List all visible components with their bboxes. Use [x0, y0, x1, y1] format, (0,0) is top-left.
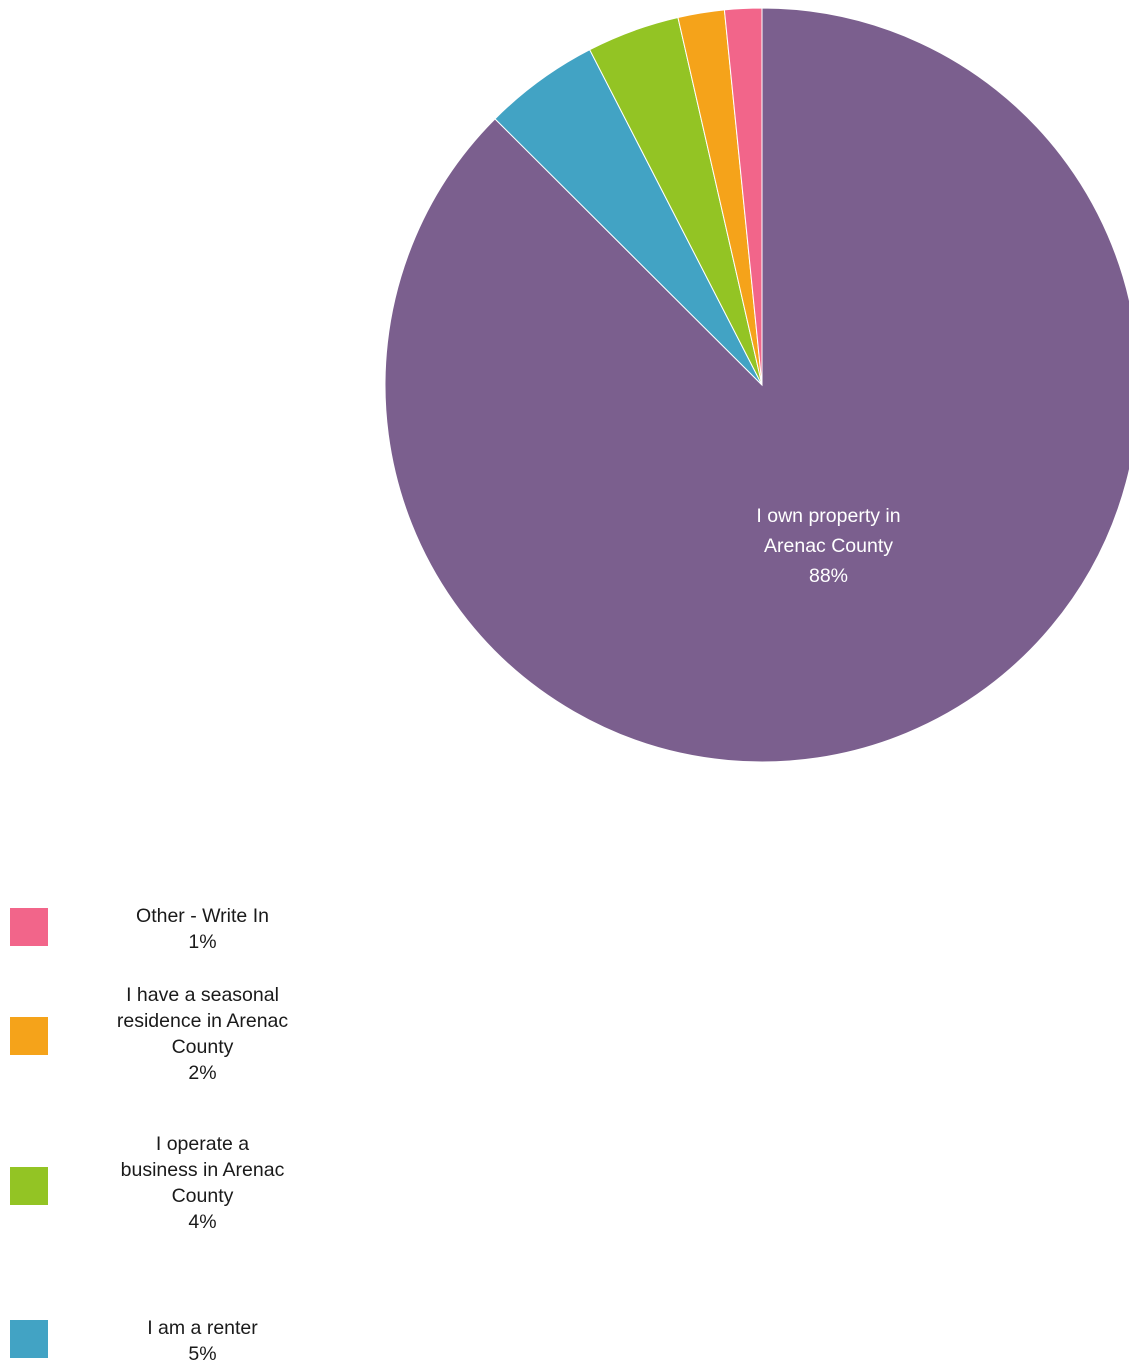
legend-label-i-am-a-renter: I am a renter 5% — [147, 1317, 258, 1365]
legend-swatch-i-have-a-seasonal-residence-in-arenac-county — [10, 1017, 48, 1055]
pie-slices — [384, 7, 1129, 763]
pie-chart: I own property in Arenac County 88% Other … — [10, 7, 1129, 1365]
pie-slice-labels: I own property in Arenac County 88% — [756, 505, 900, 587]
legend-label-i-operate-a-business-in-arenac-county: I operate a business in Arenac County 4% — [120, 1133, 285, 1233]
pie-chart-svg: I own property in Arenac County 88% — [384, 7, 1129, 763]
legend-swatch-i-am-a-renter — [10, 1320, 48, 1358]
pie-slice-label-i-own-property-in-arenac-county: I own property in Arenac County 88% — [756, 505, 900, 587]
legend-label-other-write-in: Other - Write In 1% — [136, 905, 269, 953]
pie-slice-other-write-in — [723, 7, 763, 386]
legend-swatch-i-operate-a-business-in-arenac-county — [10, 1167, 48, 1205]
legend-label-i-have-a-seasonal-residence-in-arenac-county: I have a seasonal residence in Arenac Coun… — [116, 984, 289, 1084]
pie-slice-i-own-property-in-arenac-county — [384, 7, 1129, 763]
legend-swatch-other-write-in — [10, 908, 48, 946]
